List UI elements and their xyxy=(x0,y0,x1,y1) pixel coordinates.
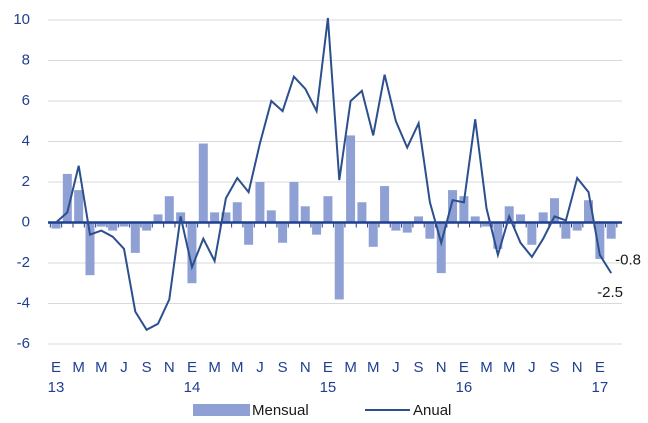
bar xyxy=(436,222,446,274)
bar xyxy=(391,222,401,231)
x-tick-label: S xyxy=(550,359,560,376)
bar xyxy=(425,222,435,239)
bar xyxy=(380,186,390,223)
legend-swatch xyxy=(193,404,250,416)
x-group-label: 17 xyxy=(591,379,608,396)
y-tick-label: 10 xyxy=(13,11,30,28)
x-group-label: 16 xyxy=(456,379,473,396)
x-tick-label: N xyxy=(164,359,175,376)
bar xyxy=(357,202,367,223)
bar xyxy=(244,222,254,245)
bar xyxy=(119,222,129,227)
x-tick-label: E xyxy=(595,359,605,376)
x-group-label: 14 xyxy=(184,379,201,396)
bar xyxy=(482,222,492,227)
x-tick-label: M xyxy=(208,359,221,376)
x-tick-label: E xyxy=(459,359,469,376)
bar xyxy=(323,196,333,223)
x-tick-label: M xyxy=(231,359,244,376)
bar xyxy=(584,200,594,223)
y-tick-label: -2 xyxy=(17,254,30,271)
bar xyxy=(561,222,571,239)
x-tick-label: M xyxy=(503,359,516,376)
bar xyxy=(516,214,526,223)
bar xyxy=(278,222,288,243)
bar xyxy=(550,198,560,223)
y-tick-label: 4 xyxy=(22,132,30,149)
value-label: -2.5 xyxy=(597,284,623,301)
x-tick-label: S xyxy=(142,359,152,376)
bar xyxy=(334,222,344,300)
bar xyxy=(402,222,412,233)
bar xyxy=(368,222,378,247)
line xyxy=(55,17,613,332)
x-tick-label: J xyxy=(392,359,400,376)
x-tick-label: S xyxy=(414,359,424,376)
x-tick-label: J xyxy=(256,359,264,376)
x-tick-label: E xyxy=(323,359,333,376)
y-tick-label: -4 xyxy=(17,294,30,311)
value-label: -0.8 xyxy=(615,252,641,269)
bar xyxy=(221,212,231,223)
bar xyxy=(164,196,174,223)
x-group-label: 15 xyxy=(320,379,337,396)
bar xyxy=(51,222,61,229)
bar xyxy=(130,222,140,253)
bar xyxy=(142,222,152,231)
y-tick-label: 8 xyxy=(22,51,30,68)
bar xyxy=(210,212,220,223)
y-tick-label: 2 xyxy=(22,173,30,190)
x-tick-label: N xyxy=(572,359,583,376)
bar xyxy=(232,202,242,223)
bar xyxy=(85,222,95,276)
bar xyxy=(527,222,537,245)
bar xyxy=(300,206,310,223)
bar xyxy=(289,182,299,223)
bar xyxy=(470,216,480,223)
bar xyxy=(459,196,469,223)
x-tick-label: J xyxy=(528,359,536,376)
y-tick-label: -6 xyxy=(17,335,30,352)
bar xyxy=(187,222,197,284)
x-tick-label: M xyxy=(344,359,357,376)
x-tick-label: E xyxy=(187,359,197,376)
bar xyxy=(198,143,208,223)
bar xyxy=(538,212,548,223)
bar xyxy=(493,222,503,249)
bar xyxy=(312,222,322,235)
bar xyxy=(448,190,458,223)
bar xyxy=(606,222,616,239)
legend-label: Anual xyxy=(413,402,451,419)
y-tick-label: 6 xyxy=(22,92,30,109)
x-group-label: 13 xyxy=(48,379,65,396)
bar xyxy=(255,182,265,223)
x-tick-label: M xyxy=(367,359,380,376)
x-tick-label: N xyxy=(300,359,311,376)
bar xyxy=(108,222,118,231)
x-tick-label: E xyxy=(51,359,61,376)
x-tick-label: S xyxy=(278,359,288,376)
x-tick-label: J xyxy=(120,359,128,376)
y-tick-label: 0 xyxy=(22,213,30,230)
bar xyxy=(153,214,163,223)
legend-label: Mensual xyxy=(252,402,309,419)
bar xyxy=(572,222,582,231)
x-tick-label: M xyxy=(95,359,108,376)
x-tick-label: M xyxy=(480,359,493,376)
x-tick-label: N xyxy=(436,359,447,376)
bar xyxy=(266,210,276,223)
bar xyxy=(414,216,424,223)
bar xyxy=(595,222,605,259)
bar xyxy=(346,135,356,223)
bar xyxy=(62,173,72,223)
x-tick-label: M xyxy=(72,359,85,376)
bar xyxy=(96,222,106,227)
bar xyxy=(74,190,84,223)
